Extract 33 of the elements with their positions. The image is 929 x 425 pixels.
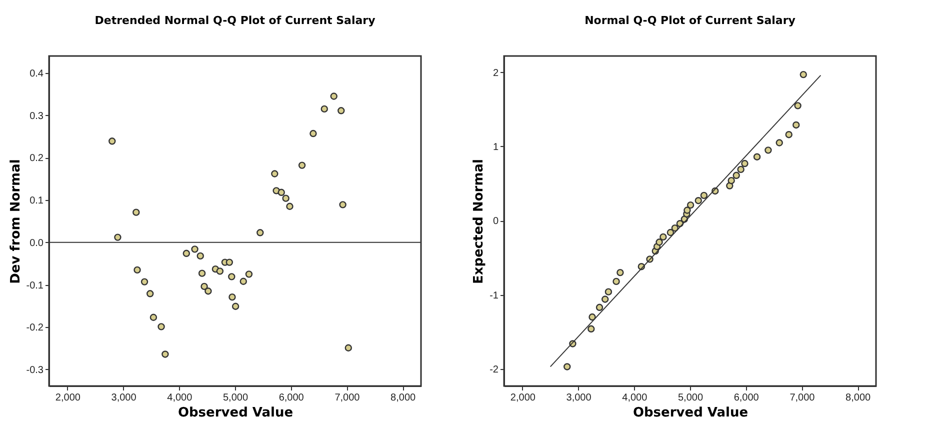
y-tick-label: -0.1 [26,280,44,292]
x-tick-label: 4,000 [622,392,648,404]
y-tick-label: 2 [492,68,499,79]
x-tick-label: 4,000 [167,392,193,404]
x-axis-title: Observed Value [632,406,748,420]
x-tick-label: 8,000 [846,392,872,404]
y-axis-title: Expected Normal [472,159,487,284]
x-tick-label: 3,000 [111,392,137,404]
y-tick-label: 0.1 [30,196,44,207]
y-tick-label: -1 [490,290,499,302]
y-tick-label: 0.0 [30,238,44,249]
y-tick-label: 1 [492,142,499,153]
y-axis-title: Dev from Normal [8,159,24,284]
x-tick-label: 2,000 [55,392,81,404]
x-tick-label: 7,000 [334,392,360,404]
y-tick-label: 0.3 [30,110,44,122]
x-tick-label: 6,000 [278,392,304,404]
chart-title: Normal Q-Q Plot of Current Salary [584,14,796,27]
x-tick-label: 6,000 [734,392,760,404]
y-tick-label: -0.3 [26,364,44,376]
x-axis-title: Observed Value [178,406,294,420]
x-tick-label: 8,000 [390,392,416,404]
y-tick-label: -0.2 [26,322,44,334]
x-tick-label: 7,000 [790,392,816,404]
x-tick-label: 2,000 [510,392,536,404]
x-tick-label: 3,000 [566,392,592,404]
x-tick-label: 5,000 [222,392,248,404]
y-tick-label: -2 [490,364,499,376]
x-tick-label: 5,000 [678,392,704,404]
chart-title: Detrended Normal Q-Q Plot of Current Salary [94,14,376,27]
y-tick-label: 0.4 [30,68,44,80]
y-tick-label: 0 [492,216,499,228]
y-tick-label: 0.2 [30,153,44,164]
